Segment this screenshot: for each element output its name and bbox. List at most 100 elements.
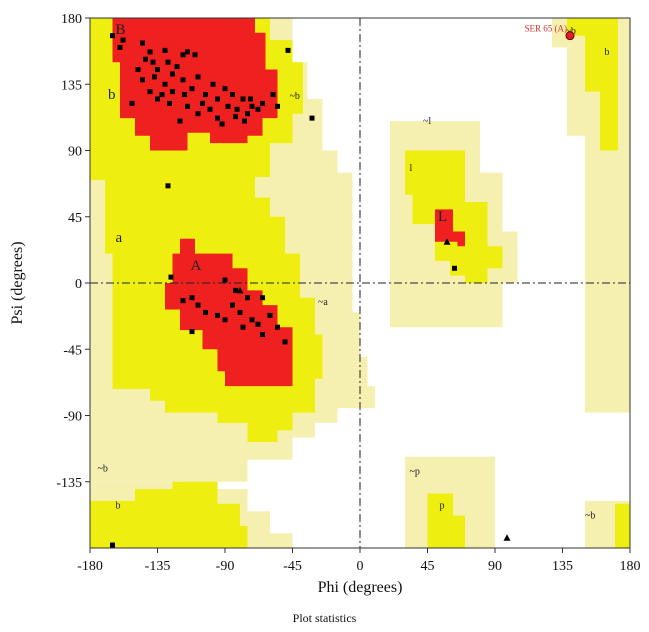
residue-point (260, 100, 265, 106)
region-label: ~p (410, 466, 420, 477)
residue-point (222, 86, 228, 92)
residue-point (195, 74, 201, 80)
residue-point (192, 52, 198, 58)
residue-point (165, 183, 171, 189)
residue-point (249, 103, 255, 109)
residue-point (168, 274, 174, 280)
residue-point (230, 92, 235, 98)
residue-point (215, 312, 220, 318)
y-tick-label: 135 (61, 78, 82, 93)
residue-point (182, 92, 187, 98)
region-label: L (438, 209, 447, 225)
residue-point (285, 47, 291, 53)
residue-point (240, 96, 246, 102)
y-tick-label: 180 (61, 12, 82, 27)
x-tick-label: -180 (77, 559, 103, 574)
most-favoured-alpha (165, 238, 293, 387)
residue-point (225, 103, 231, 109)
residue-point (170, 89, 175, 95)
residue-point (143, 56, 148, 62)
most-favoured-L (435, 209, 465, 247)
residue-point (260, 295, 265, 301)
residue-point (240, 324, 246, 330)
residue-point (255, 106, 261, 112)
x-tick-label: -90 (216, 559, 235, 574)
residue-point (177, 118, 183, 124)
highlighted-residue-point (565, 31, 575, 41)
residue-point (162, 81, 168, 87)
glycine-point (443, 238, 451, 245)
residue-point (117, 44, 123, 50)
axis-ticks: -180 -135 -90 -45 0 45 90 135 180 180 135 90 45 0 -45 -… (56, 12, 640, 574)
residue-point (242, 118, 247, 124)
x-tick-label: 0 (357, 559, 364, 574)
residue-point (237, 309, 243, 315)
additional-allowed-L (405, 150, 503, 283)
most-favoured-beta (112, 18, 278, 151)
residue-point (233, 287, 238, 293)
residue-point (222, 317, 228, 323)
residue-annotation: SER 65 (A) (525, 24, 568, 34)
residue-point (185, 103, 190, 109)
residue-point (267, 312, 273, 318)
x-tick-label: 90 (488, 559, 502, 574)
additional-allowed-right (567, 18, 618, 151)
residue-point (159, 92, 165, 98)
y-tick-label: -90 (63, 410, 82, 425)
residue-point (203, 309, 208, 315)
residue-point (270, 92, 276, 98)
y-tick-label: 45 (68, 211, 82, 226)
y-tick-label: -135 (56, 476, 82, 491)
residue-point (234, 106, 240, 112)
residue-point (245, 295, 250, 301)
region-label: A (191, 258, 202, 274)
additional-allowed-bottom (90, 481, 248, 548)
residue-point (210, 81, 216, 87)
residue-point (180, 298, 186, 304)
residue-point (150, 59, 156, 65)
y-tick-label: -45 (63, 343, 82, 358)
residue-point (129, 100, 135, 106)
residue-point (135, 67, 141, 73)
residue-point (248, 96, 253, 102)
residue-point (203, 92, 208, 98)
residue-point (180, 52, 186, 58)
residue-point (215, 96, 220, 102)
region-label: b (116, 500, 121, 511)
residue-point (189, 329, 195, 335)
region-label: a (116, 230, 123, 246)
residue-point (195, 302, 201, 308)
additional-allowed-p (427, 493, 465, 548)
reference-lines (90, 18, 630, 548)
residue-point (120, 37, 126, 43)
glycine-point (236, 286, 244, 294)
residue-point (233, 114, 238, 120)
residue-point (162, 47, 168, 53)
residue-point (282, 339, 288, 345)
residue-point (140, 40, 145, 46)
residue-point (174, 64, 180, 70)
residue-point (185, 49, 190, 55)
residue-point (110, 542, 115, 548)
additional-allowed-corner (615, 503, 630, 548)
region-label: b (108, 87, 116, 103)
x-tick-label: -45 (283, 559, 302, 574)
residue-point (219, 121, 225, 127)
data-points (110, 31, 575, 548)
region-label: b (605, 47, 610, 58)
residue-point (207, 106, 213, 112)
region-label: p (440, 500, 445, 511)
residue-point (155, 96, 160, 102)
residue-point (152, 74, 157, 80)
residue-point (147, 49, 153, 55)
residue-point (180, 77, 186, 83)
residue-point (222, 277, 228, 283)
residue-point (195, 111, 201, 117)
residue-point (155, 67, 160, 73)
y-tick-label: 0 (75, 277, 82, 292)
x-tick-label: 180 (620, 559, 641, 574)
residue-point (260, 332, 265, 338)
residue-point (200, 100, 205, 106)
residue-point (170, 71, 175, 77)
